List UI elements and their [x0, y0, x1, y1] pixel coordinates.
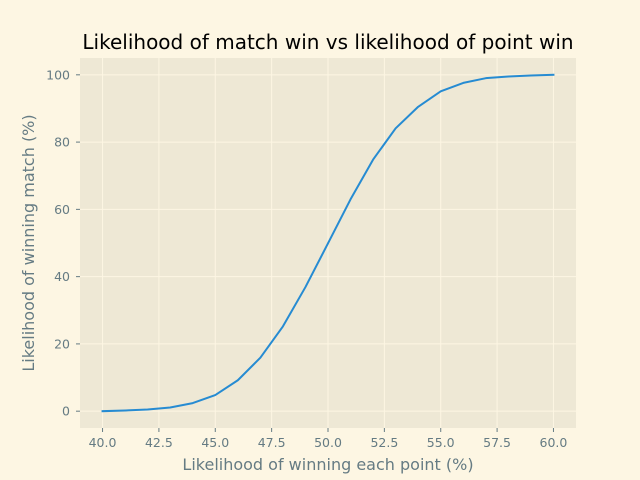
series-layer	[101, 73, 555, 413]
grid-lines	[80, 58, 576, 428]
y-tick-label: 0	[62, 404, 70, 419]
x-tick-label: 55.0	[427, 435, 455, 450]
x-tick-label: 40.0	[89, 435, 117, 450]
x-axis-label: Likelihood of winning each point (%)	[182, 455, 473, 474]
series-line-0	[101, 73, 555, 413]
x-tick-label: 60.0	[540, 435, 568, 450]
y-tick-label: 60	[54, 202, 70, 217]
axis-ticks: 40.0 42.5 45.0 47.5 50.0 52.5 55.0 57.5 60.0 0 20 4…	[46, 67, 567, 450]
x-tick-label: 52.5	[370, 435, 398, 450]
x-tick-label: 45.0	[201, 435, 229, 450]
x-tick-label: 47.5	[258, 435, 286, 450]
chart-title: Likelihood of match win vs likelihood of…	[82, 30, 573, 54]
y-tick-label: 20	[54, 336, 70, 351]
y-tick-label: 80	[54, 135, 70, 150]
y-tick-label: 100	[46, 67, 70, 82]
y-tick-label: 40	[54, 269, 70, 284]
y-axis-label: Likelihood of winning match (%)	[19, 114, 38, 371]
x-tick-label: 57.5	[483, 435, 511, 450]
x-tick-label: 50.0	[314, 435, 342, 450]
x-tick-label: 42.5	[145, 435, 173, 450]
